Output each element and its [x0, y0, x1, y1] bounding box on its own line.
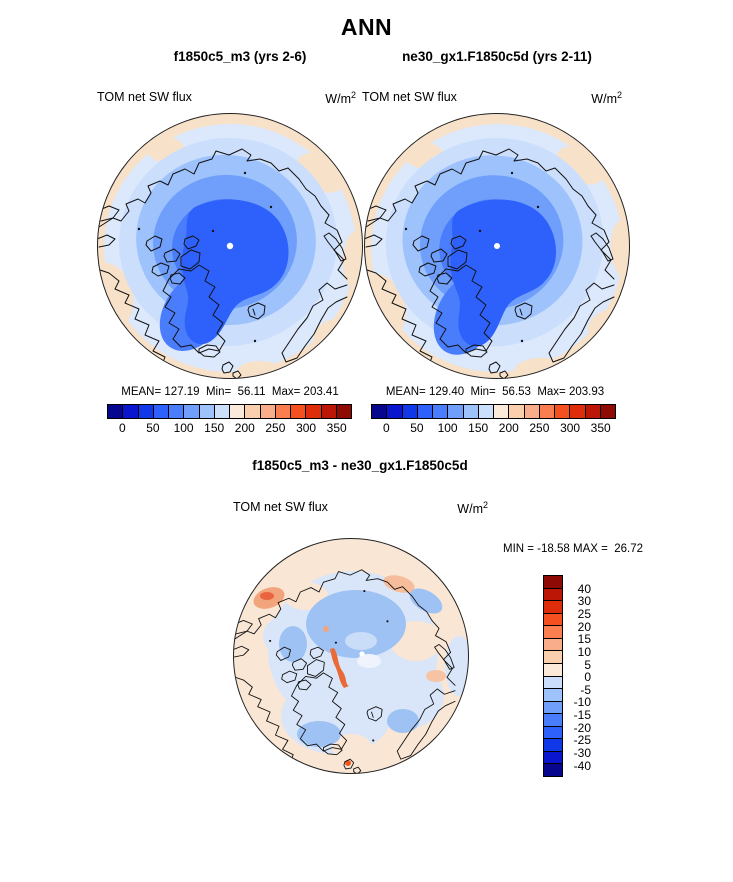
diff-colorbar-labels: 40 30 25 20 15 10 5 0 -5 -10 -15 -20 -25… — [573, 581, 591, 773]
diff-units-label: W/m2 — [457, 500, 488, 517]
diff-subtitle: f1850c5_m3 - ne30_gx1.F1850c5d — [252, 458, 468, 473]
figure-title: ANN — [340, 14, 393, 40]
diff-field-label: TOM net SW flux — [233, 500, 328, 514]
panel1-stats: MEAN= 127.19 Min= 56.11 Max= 203.41 — [121, 386, 339, 398]
panel1-field-label: TOM net SW flux — [97, 90, 192, 104]
panel2-polar-map — [364, 113, 630, 379]
panel1-header: TOM net SW flux W/m2 — [97, 90, 356, 106]
diff-pole-marker — [359, 651, 365, 657]
panel1-map-outline — [97, 113, 363, 379]
diff-header: TOM net SW flux W/m2 — [233, 500, 488, 516]
panel2-colorbar — [371, 404, 616, 419]
panel2-colorbar-ticks: 0 50 100 150 200 250 300 350 — [382, 421, 611, 435]
panel1-subtitle: f1850c5_m3 (yrs 2-6) — [173, 49, 307, 64]
diff-minmax: MIN = -18.58 MAX = 26.72 — [503, 543, 643, 555]
panel2-field-label: TOM net SW flux — [362, 90, 457, 104]
panel2-pole-marker — [494, 243, 500, 249]
diff-polar-map — [233, 538, 469, 774]
panel2-units-label: W/m2 — [591, 90, 622, 107]
diff-map-outline — [233, 538, 469, 774]
panel1-polar-map — [97, 113, 363, 379]
panel2-map-outline — [364, 113, 630, 379]
panel2-subtitle: ne30_gx1.F1850c5d (yrs 2-11) — [402, 49, 592, 64]
diff-colorbar — [543, 575, 563, 777]
panel1-units-label: W/m2 — [325, 90, 356, 107]
panel1-pole-marker — [226, 242, 234, 250]
panel1-colorbar-ticks: 0 50 100 150 200 250 300 350 — [118, 421, 347, 435]
panel2-header: TOM net SW flux W/m2 — [362, 90, 622, 106]
panel2-stats: MEAN= 129.40 Min= 56.53 Max= 203.93 — [385, 386, 605, 398]
panel1-colorbar — [107, 404, 352, 419]
